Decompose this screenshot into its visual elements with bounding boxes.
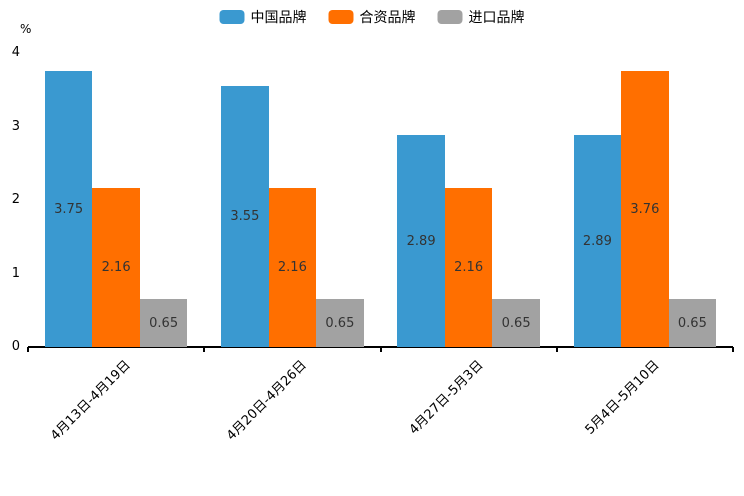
x-axis-tick-mark xyxy=(555,347,558,352)
bar-value-label: 3.75 xyxy=(54,201,84,217)
y-axis-unit-label: % xyxy=(20,22,32,36)
y-axis-tick-label: 1 xyxy=(11,265,20,281)
x-axis-tick-mark xyxy=(27,347,29,352)
legend-color-marker xyxy=(437,10,463,24)
bar-value-label: 2.16 xyxy=(101,260,131,275)
bar-value-label: 2.89 xyxy=(582,233,612,249)
bar-segment[interactable]: 3.76 xyxy=(621,71,669,347)
bar-segment[interactable]: 0.65 xyxy=(139,299,188,347)
y-axis-tick-label: 2 xyxy=(11,192,20,207)
bar-value-label: 3.76 xyxy=(630,201,660,217)
x-axis-category-label: 4月27日-5月3日 xyxy=(406,357,487,438)
bar-segment[interactable]: 2.16 xyxy=(268,188,317,347)
bar-value-label: 0.65 xyxy=(501,315,531,331)
bar-segment[interactable]: 2.89 xyxy=(397,135,445,347)
y-axis-tick-label: 4 xyxy=(11,45,20,60)
legend-item[interactable]: 中国品牌 xyxy=(219,7,307,27)
bar-segment[interactable]: 3.75 xyxy=(44,71,93,347)
legend-series-label: 合资品牌 xyxy=(359,10,416,26)
x-axis-category-label: 5月4日-5月10日 xyxy=(582,357,663,438)
legend-color-marker xyxy=(328,10,354,24)
legend-item[interactable]: 进口品牌 xyxy=(437,7,525,27)
x-axis-tick-mark xyxy=(203,347,206,352)
legend: 中国品牌 合资品牌 进口品牌 xyxy=(219,7,525,27)
bar-segment[interactable]: 0.65 xyxy=(668,299,717,347)
bar-value-label: 0.65 xyxy=(149,315,179,331)
bar-segment[interactable]: 2.89 xyxy=(573,135,622,347)
bar-segment[interactable]: 2.16 xyxy=(444,188,493,347)
bar-value-label: 0.65 xyxy=(677,315,707,331)
bar-value-label: 2.16 xyxy=(277,260,307,275)
bar-value-label: 3.55 xyxy=(230,209,260,224)
bar-segment[interactable]: 0.65 xyxy=(316,299,364,347)
x-axis-tick-mark xyxy=(732,347,734,352)
x-axis-category-label: 4月20日-4月26日 xyxy=(224,357,310,444)
bar-segment[interactable]: 0.65 xyxy=(492,299,540,347)
bar-segment[interactable]: 3.55 xyxy=(221,86,269,347)
bar-segment[interactable]: 2.16 xyxy=(92,188,140,347)
x-axis-tick-mark xyxy=(379,347,382,352)
bar-value-label: 0.65 xyxy=(325,315,355,331)
legend-item[interactable]: 合资品牌 xyxy=(328,7,416,27)
bar-value-label: 2.89 xyxy=(406,233,436,249)
bar-value-label: 2.16 xyxy=(454,260,484,275)
legend-series-label: 进口品牌 xyxy=(468,10,525,26)
y-axis-tick-label: 0 xyxy=(11,339,20,354)
y-axis-tick-label: 3 xyxy=(11,118,20,134)
legend-color-marker xyxy=(219,10,245,24)
x-axis-category-label: 4月13日-4月19日 xyxy=(47,357,134,444)
legend-series-label: 中国品牌 xyxy=(250,10,307,26)
